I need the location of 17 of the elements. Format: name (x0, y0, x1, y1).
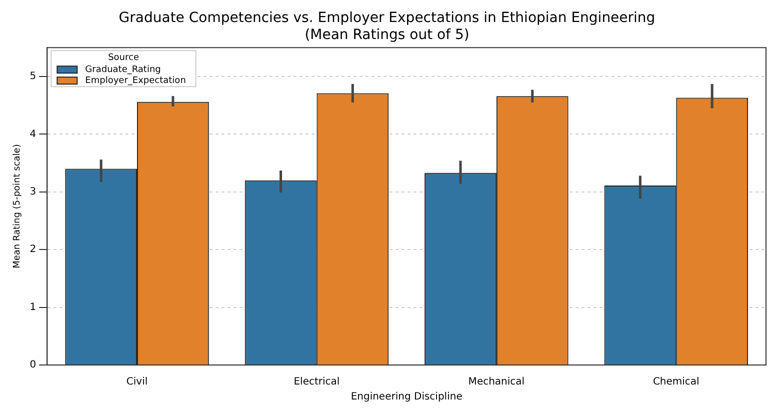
y-tick-label: 4 (30, 128, 36, 140)
y-tick-label: 2 (30, 244, 36, 256)
x-axis-title: Engineering Discipline (350, 392, 462, 403)
x-tick-label: Mechanical (468, 376, 525, 388)
legend-label: Graduate_Rating (85, 64, 161, 75)
x-tick-label: Civil (126, 376, 148, 388)
legend-title: Source (108, 52, 140, 63)
chart-title: Graduate Competencies vs. Employer Expectations in Ethiopian Engineering (118, 10, 656, 26)
legend-label: Employer_Expectation (85, 76, 186, 86)
y-tick-label: 1 (30, 302, 36, 313)
y-tick-label: 3 (30, 186, 36, 198)
y-tick-label: 0 (30, 360, 36, 371)
x-tick-label: Chemical (652, 376, 700, 388)
chart-subtitle: (Mean Ratings out of 5) (304, 26, 470, 43)
y-tick-label: 5 (30, 71, 36, 82)
x-tick-label: Electrical (294, 376, 340, 388)
y-axis-title: Mean Rating (5-point scale) (12, 144, 23, 268)
